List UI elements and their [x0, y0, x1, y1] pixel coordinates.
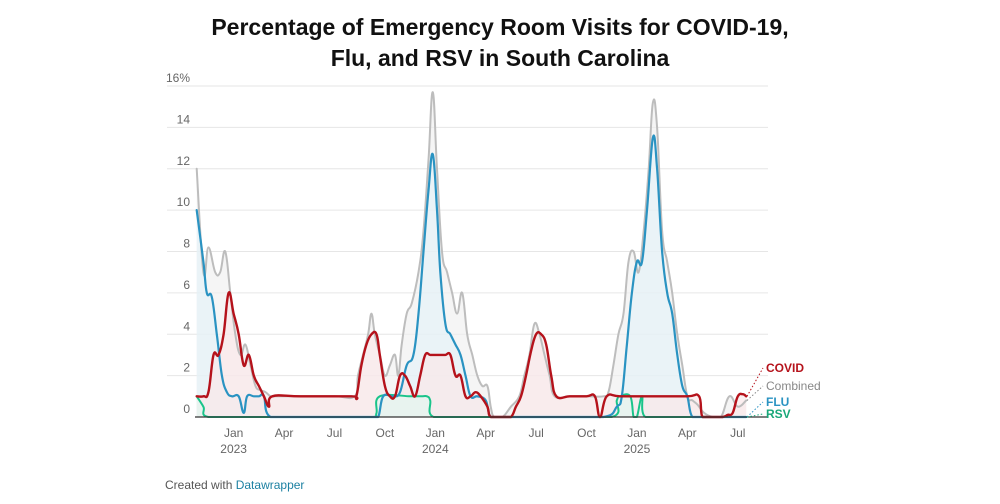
y-axis-ticks: 0 2 4 6 8 10 12 14 16% [166, 71, 190, 416]
x-tick-label: Apr [275, 426, 294, 440]
series-label-flu: FLU [766, 395, 789, 409]
label-leader-flu [746, 401, 764, 418]
series-line-flu [195, 134, 748, 419]
y-tick-label: 8 [183, 237, 190, 251]
y-tick-label: 16% [166, 71, 190, 85]
y-tick-label: 10 [177, 195, 191, 209]
x-tick-label: Oct [376, 426, 395, 440]
area-covid [196, 292, 747, 417]
x-tick-label: Apr [678, 426, 697, 440]
series-label-rsv: RSV [766, 407, 791, 421]
series-areas [196, 92, 747, 418]
footer-credit: Created with Datawrapper [165, 478, 304, 492]
series-label-covid: COVID [766, 361, 804, 375]
x-tick-year: 2023 [220, 442, 247, 456]
label-leader-rsv [746, 413, 764, 418]
chart-title-line2: Flu, and RSV in South Carolina [330, 45, 670, 71]
label-leader-covid [746, 367, 764, 397]
series-label-combined: Combined [766, 379, 821, 393]
x-tick-year: 2024 [422, 442, 449, 456]
grid-lines [167, 85, 768, 377]
y-tick-label: 2 [183, 361, 190, 375]
x-tick-label: Jul [730, 426, 745, 440]
y-tick-label: 12 [177, 154, 191, 168]
footer-prefix: Created with [165, 478, 233, 492]
chart-title-line1: Percentage of Emergency Room Visits for … [211, 14, 789, 40]
x-tick-label: Jan [627, 426, 646, 440]
x-tick-label: Jul [528, 426, 543, 440]
area-flu [196, 135, 747, 417]
x-axis-ticks: Jan 2023 Apr Jul Oct Jan 2024 Apr Jul Oct Jan 2025 A… [220, 426, 745, 456]
x-tick-label: Jul [327, 426, 342, 440]
x-tick-year: 2025 [624, 442, 651, 456]
series-line-covid [195, 291, 748, 419]
x-tick-label: Jan [426, 426, 445, 440]
y-tick-label: 6 [183, 278, 190, 292]
y-tick-label: 4 [183, 319, 190, 333]
x-tick-label: Oct [577, 426, 596, 440]
y-tick-label: 0 [183, 402, 190, 416]
datawrapper-link[interactable]: Datawrapper [235, 478, 305, 492]
x-tick-label: Jan [224, 426, 243, 440]
chart-title: Percentage of Emergency Room Visits for … [0, 12, 1000, 74]
y-tick-label: 14 [177, 112, 191, 126]
label-leader-combined [746, 385, 764, 401]
x-tick-label: Apr [476, 426, 495, 440]
